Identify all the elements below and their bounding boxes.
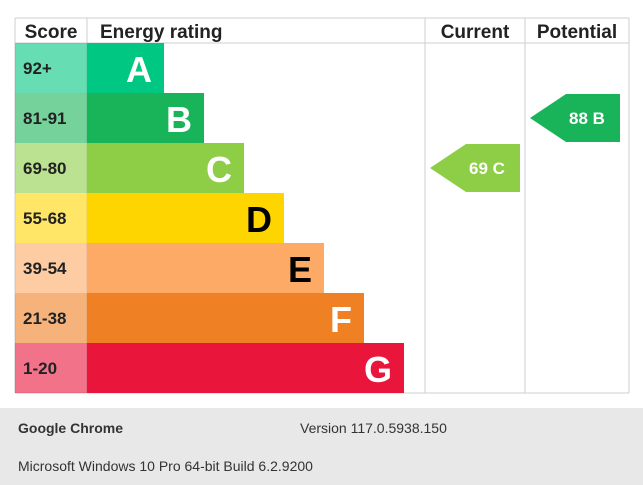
rating-letter: C	[206, 149, 232, 190]
rating-bar	[87, 43, 164, 93]
rating-markers: 69 C 88 B	[430, 94, 620, 192]
score-cell	[15, 293, 87, 343]
rating-letter: A	[126, 49, 152, 90]
band-f: 21-38 F	[15, 293, 364, 343]
score-label: 39-54	[23, 259, 67, 278]
rating-letter: D	[246, 199, 272, 240]
chart-headers: Score Energy rating Current Potential	[25, 22, 618, 43]
score-cell	[15, 143, 87, 193]
rating-bar	[87, 243, 324, 293]
score-cell	[15, 343, 87, 393]
rating-letter: F	[330, 299, 352, 340]
os-info: Microsoft Windows 10 Pro 64-bit Build 6.…	[18, 458, 313, 474]
score-label: 1-20	[23, 359, 57, 378]
rating-letter: G	[364, 349, 392, 390]
rating-bar	[87, 93, 204, 143]
header-rating: Energy rating	[100, 22, 222, 43]
rating-bar	[87, 343, 404, 393]
score-label: 92+	[23, 59, 52, 78]
score-cell	[15, 193, 87, 243]
band-b: 81-91 B	[15, 93, 204, 143]
header-current: Current	[441, 22, 510, 43]
rating-letter: B	[166, 99, 192, 140]
epc-chart: Score Energy rating Current Potential 92+ A8…	[14, 17, 630, 394]
score-label: 21-38	[23, 309, 66, 328]
score-cell	[15, 43, 87, 93]
potential-rating-marker-arrow	[530, 94, 620, 142]
score-label: 69-80	[23, 159, 66, 178]
score-label: 81-91	[23, 109, 66, 128]
rating-bands: 92+ A 81-91 B 69-80 C 55-68 D 39-54 E 21-38 F 1-20 G	[15, 43, 404, 393]
band-d: 55-68 D	[15, 193, 284, 243]
score-cell	[15, 93, 87, 143]
rating-bar	[87, 193, 284, 243]
current-rating-marker: 69 C	[430, 144, 520, 192]
current-rating-marker-label: 69 C	[469, 159, 505, 178]
potential-rating-marker: 88 B	[530, 94, 620, 142]
browser-info-footer: Google Chrome Version 117.0.5938.150 Mic…	[0, 408, 643, 485]
rating-letter: E	[288, 249, 312, 290]
header-potential: Potential	[537, 22, 617, 43]
band-c: 69-80 C	[15, 143, 244, 193]
score-cell	[15, 243, 87, 293]
band-g: 1-20 G	[15, 343, 404, 393]
band-a: 92+ A	[15, 43, 164, 93]
current-rating-marker-arrow	[430, 144, 520, 192]
band-e: 39-54 E	[15, 243, 324, 293]
browser-version: Version 117.0.5938.150	[300, 420, 447, 436]
header-score: Score	[25, 22, 78, 43]
browser-name: Google Chrome	[18, 420, 124, 436]
rating-bar	[87, 143, 244, 193]
rating-bar	[87, 293, 364, 343]
score-label: 55-68	[23, 209, 66, 228]
potential-rating-marker-label: 88 B	[569, 109, 605, 128]
